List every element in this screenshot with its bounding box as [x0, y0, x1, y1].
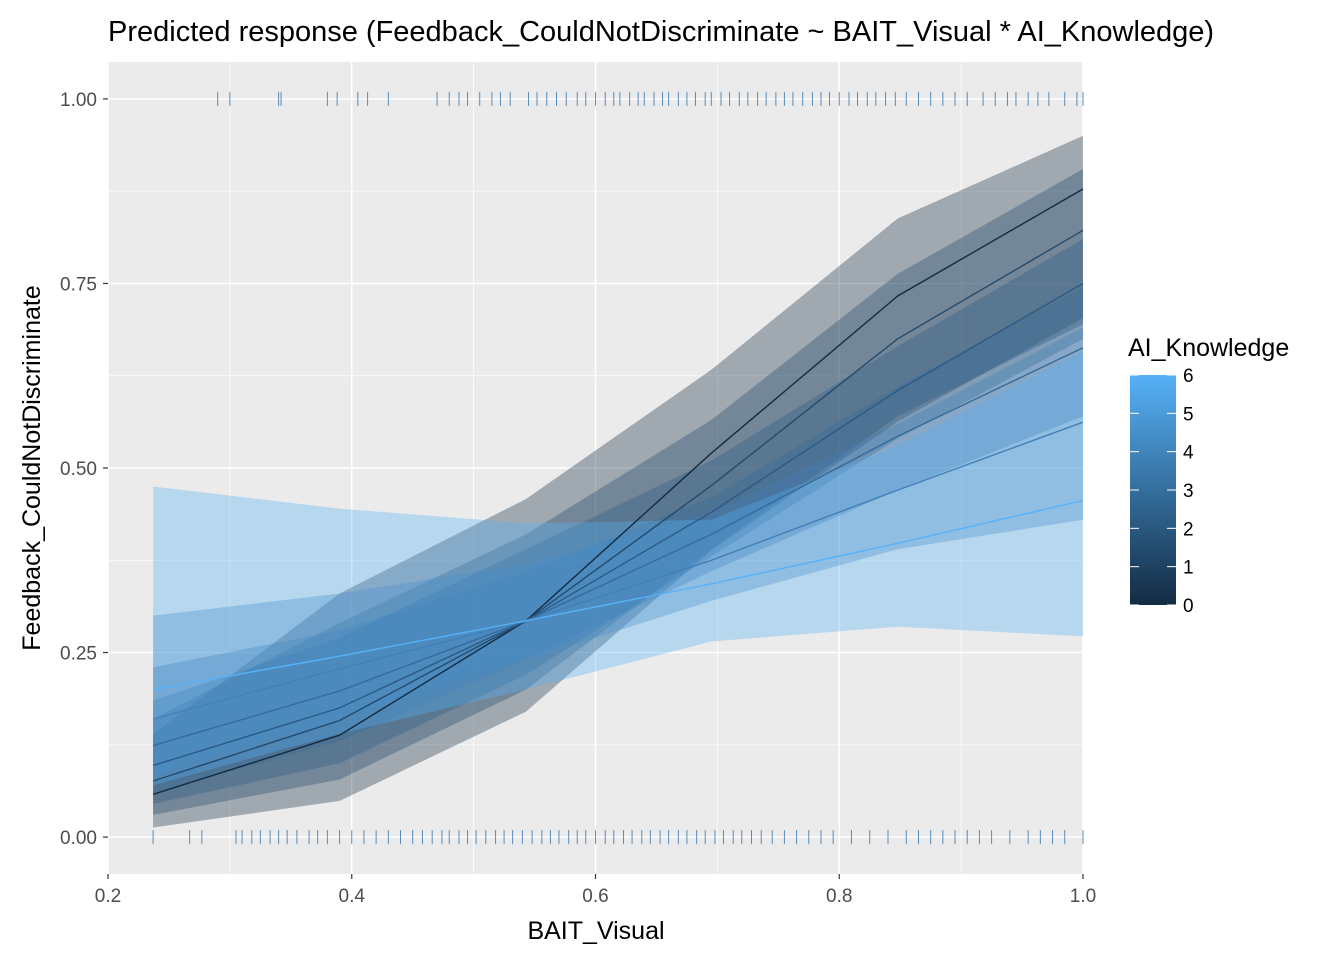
x-axis: 0.2 0.4 0.6 0.8 1.0: [95, 874, 1096, 907]
prediction-lines: [152, 188, 1084, 795]
y-tick-label: 0.25: [60, 644, 97, 665]
y-tick-label: 0.50: [60, 459, 97, 480]
confidence-band: [153, 239, 1084, 804]
confidence-band: [153, 351, 1084, 786]
x-tick-label: 1.0: [1070, 886, 1096, 907]
x-tick-label: 0.4: [339, 886, 366, 907]
prediction-line: [152, 229, 1084, 782]
x-axis-title: BAIT_Visual: [527, 917, 664, 945]
legend-tick-label: 2: [1183, 519, 1194, 540]
legend-title: AI_Knowledge: [1128, 334, 1289, 362]
legend: AI_Knowledge 0 1 2 3 4 5 6: [1128, 334, 1289, 617]
legend-tick-label: 5: [1183, 404, 1194, 425]
y-axis: 0.00 0.25 0.50 0.75 1.00: [60, 90, 108, 849]
y-tick-label: 0.00: [60, 828, 97, 849]
y-axis-title: Feedback_CouldNotDiscriminate: [18, 285, 46, 650]
x-tick-label: 0.8: [826, 886, 852, 907]
confidence-bands: [153, 135, 1084, 828]
prediction-line: [152, 421, 1084, 720]
confidence-band: [153, 287, 1084, 793]
prediction-line: [152, 499, 1084, 691]
prediction-line: [152, 282, 1084, 767]
y-tick-label: 1.00: [60, 90, 97, 111]
confidence-band: [153, 327, 1084, 775]
legend-tick-label: 0: [1183, 596, 1194, 617]
legend-ticks: 0 1 2 3 4 5 6: [1130, 366, 1194, 617]
rug-marks: [152, 91, 1084, 845]
prediction-line: [152, 347, 1084, 747]
confidence-band: [153, 169, 1084, 815]
confidence-band: [153, 135, 1084, 828]
legend-tick-label: 4: [1183, 443, 1194, 464]
x-tick-label: 0.6: [582, 886, 608, 907]
legend-tick-label: 1: [1183, 558, 1194, 579]
x-tick-label: 0.2: [95, 886, 121, 907]
chart-title: Predicted response (Feedback_CouldNotDis…: [108, 16, 1214, 48]
prediction-line: [152, 188, 1084, 795]
legend-tick-label: 6: [1183, 366, 1194, 387]
y-tick-label: 0.75: [60, 274, 97, 295]
legend-tick-label: 3: [1183, 481, 1194, 502]
